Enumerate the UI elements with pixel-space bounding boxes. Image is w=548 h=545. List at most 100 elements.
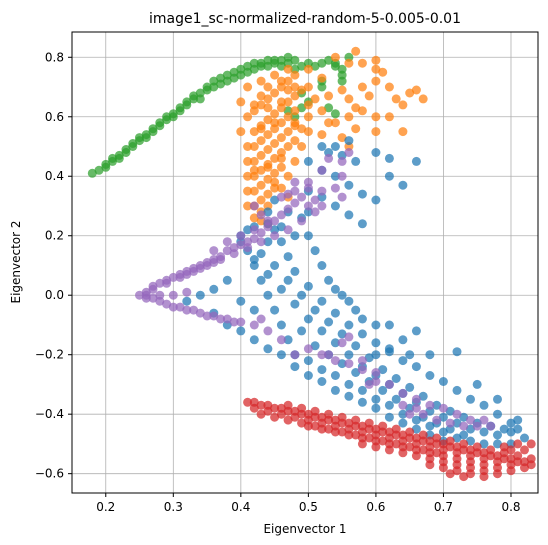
scatter-point xyxy=(398,409,408,419)
scatter-point xyxy=(513,415,523,425)
scatter-point xyxy=(290,412,300,422)
scatter-point xyxy=(330,61,340,71)
scatter-point xyxy=(526,454,536,464)
scatter-point xyxy=(276,162,286,172)
scatter-point xyxy=(175,302,185,312)
scatter-point xyxy=(263,406,273,416)
scatter-point xyxy=(506,418,516,428)
scatter-point xyxy=(452,409,462,419)
scatter-point xyxy=(526,439,536,449)
scatter-point xyxy=(290,82,300,92)
scatter-point xyxy=(438,403,448,413)
scatter-point xyxy=(243,67,253,77)
scatter-point xyxy=(195,308,205,318)
scatter-point xyxy=(384,412,394,422)
scatter-point xyxy=(357,106,367,116)
scatter-point xyxy=(351,430,361,440)
scatter-point xyxy=(398,100,408,110)
scatter-point xyxy=(324,275,334,285)
scatter-point xyxy=(418,445,428,455)
series-4 xyxy=(135,148,496,431)
scatter-point xyxy=(493,469,502,479)
scatter-point xyxy=(249,234,259,244)
scatter-point xyxy=(479,400,489,410)
scatter-point xyxy=(330,118,340,128)
scatter-point xyxy=(425,460,435,470)
scatter-point xyxy=(418,409,428,419)
scatter-point xyxy=(479,439,489,449)
scatter-point xyxy=(337,338,347,348)
scatter-point xyxy=(114,153,124,163)
scatter-point xyxy=(513,439,523,449)
scatter-point xyxy=(283,335,293,345)
scatter-point xyxy=(371,55,381,65)
scatter-point xyxy=(391,394,401,404)
scatter-point xyxy=(303,82,313,92)
scatter-point xyxy=(459,430,469,440)
scatter-point xyxy=(411,403,421,413)
scatter-point xyxy=(249,305,259,315)
scatter-point xyxy=(297,85,307,95)
scatter-point xyxy=(256,409,266,419)
scatter-point xyxy=(209,246,219,256)
scatter-point xyxy=(384,379,394,389)
scatter-point xyxy=(330,183,340,193)
scatter-point xyxy=(337,427,347,437)
scatter-point xyxy=(411,362,421,372)
scatter-point xyxy=(263,130,273,140)
scatter-point xyxy=(344,332,354,342)
scatter-point xyxy=(256,100,266,110)
scatter-point xyxy=(243,156,253,166)
scatter-point xyxy=(290,70,300,80)
scatter-point xyxy=(249,320,259,330)
scatter-point xyxy=(283,97,293,107)
scatter-point xyxy=(276,222,286,232)
scatter-point xyxy=(270,177,280,187)
series-1 xyxy=(87,52,354,178)
scatter-point xyxy=(317,186,327,196)
scatter-point xyxy=(445,436,455,446)
scatter-point xyxy=(182,305,192,315)
scatter-point xyxy=(263,269,273,279)
y-tick-label: 0.8 xyxy=(45,50,64,64)
scatter-point xyxy=(330,356,340,366)
scatter-point xyxy=(236,296,246,306)
scatter-point xyxy=(425,421,435,431)
y-tick-label: −0.2 xyxy=(35,348,64,362)
scatter-point xyxy=(276,409,286,419)
scatter-point xyxy=(398,335,408,345)
scatter-point xyxy=(398,418,408,428)
scatter-point xyxy=(168,272,178,282)
scatter-point xyxy=(249,100,259,110)
scatter-point xyxy=(297,216,307,226)
scatter-point xyxy=(371,320,381,330)
scatter-point xyxy=(290,299,300,309)
scatter-point xyxy=(364,418,374,428)
scatter-point xyxy=(209,82,219,92)
scatter-point xyxy=(222,246,232,256)
scatter-point xyxy=(303,371,313,380)
scatter-point xyxy=(243,225,253,235)
scatter-point xyxy=(256,275,266,285)
scatter-point xyxy=(432,433,442,443)
scatter-point xyxy=(425,350,435,360)
scatter-point xyxy=(195,290,205,300)
scatter-point xyxy=(155,278,165,288)
scatter-point xyxy=(263,162,273,172)
scatter-point xyxy=(425,371,435,380)
scatter-point xyxy=(236,70,246,80)
scatter-point xyxy=(398,180,408,190)
scatter-point xyxy=(344,320,354,330)
scatter-point xyxy=(276,350,286,360)
scatter-point xyxy=(378,421,388,431)
scatter-point xyxy=(148,281,158,291)
scatter-point xyxy=(357,385,367,395)
x-tick-label: 0.8 xyxy=(501,500,520,514)
scatter-point xyxy=(371,442,381,452)
scatter-point xyxy=(357,219,367,229)
scatter-point xyxy=(411,451,421,461)
scatter-point xyxy=(432,448,442,458)
chart-title: image1_sc-normalized-random-5-0.005-0.01 xyxy=(149,11,461,27)
scatter-point xyxy=(256,91,266,101)
